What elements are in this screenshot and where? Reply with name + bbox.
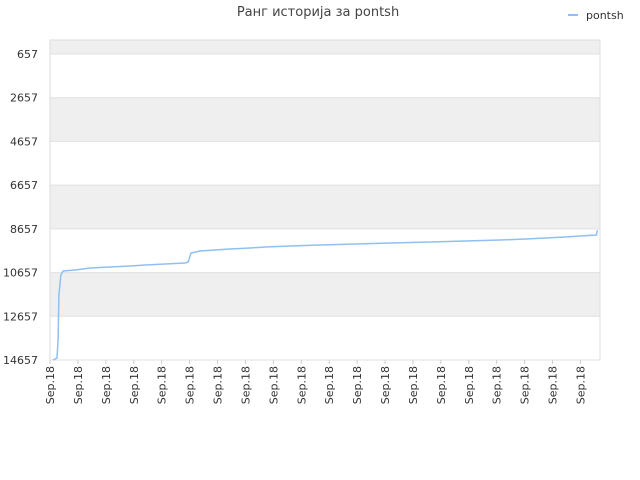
x-tick-label: Sep.18 <box>351 366 364 404</box>
x-tick-label: Sep.18 <box>267 366 280 404</box>
y-tick-label: 6657 <box>10 179 38 192</box>
y-tick-label: 14657 <box>3 354 38 367</box>
x-tick-label: Sep.18 <box>184 366 197 404</box>
chart-title: Ранг историја за pontsh <box>237 5 399 20</box>
legend-label: pontsh <box>586 9 624 22</box>
x-tick-label: Sep.18 <box>323 366 336 404</box>
x-tick-label: Sep.18 <box>100 366 113 404</box>
x-tick-label: Sep.18 <box>44 366 57 404</box>
x-tick-label: Sep.18 <box>547 366 560 404</box>
x-tick-label: Sep.18 <box>491 366 504 404</box>
plot-background <box>50 40 600 360</box>
plot-band <box>50 40 600 54</box>
y-tick-label: 4657 <box>10 135 38 148</box>
plot-band <box>50 53 600 98</box>
y-tick-label: 10657 <box>3 267 38 280</box>
y-tick-label: 12657 <box>3 310 38 323</box>
plot-band <box>50 185 600 229</box>
x-tick-label: Sep.18 <box>72 366 85 404</box>
plot-band <box>50 272 600 317</box>
x-tick-label: Sep.18 <box>574 366 587 404</box>
plot-band <box>50 316 600 360</box>
y-tick-label: 8657 <box>10 223 38 236</box>
y-tick-label: 2657 <box>10 92 38 105</box>
x-tick-label: Sep.18 <box>212 366 225 404</box>
x-tick-label: Sep.18 <box>239 366 252 404</box>
x-tick-label: Sep.18 <box>156 366 169 404</box>
y-tick-label: 657 <box>17 48 38 61</box>
x-tick-label: Sep.18 <box>407 366 420 404</box>
x-tick-label: Sep.18 <box>463 366 476 404</box>
data-line <box>52 229 599 361</box>
x-tick-label: Sep.18 <box>295 366 308 404</box>
x-tick-label: Sep.18 <box>128 366 141 404</box>
x-tick-label: Sep.18 <box>379 366 392 404</box>
plot-band <box>50 97 600 142</box>
plot-band <box>50 141 600 186</box>
x-tick-label: Sep.18 <box>519 366 532 404</box>
x-tick-label: Sep.18 <box>435 366 448 404</box>
